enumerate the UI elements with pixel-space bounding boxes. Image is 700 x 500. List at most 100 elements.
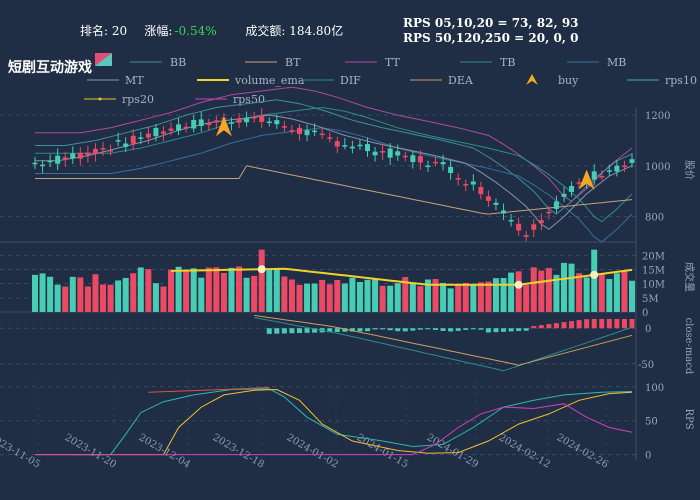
macd-bar [546,324,552,329]
rps20-line [35,388,633,456]
volume-bar [515,271,522,312]
macd-bar [508,328,514,332]
candle-body [281,126,287,128]
volume-bar [258,249,265,312]
macd-bar [553,323,559,329]
macd-bar [478,328,484,330]
macd-bar [606,318,612,329]
macd-bar [289,328,295,334]
macd-bar [501,328,507,332]
volume-bar [107,284,114,312]
macd-bar [365,328,371,332]
macd-bar [455,328,461,331]
macd-dif-line [254,317,633,372]
line-mt [35,114,633,230]
volume-tick-0: 0 [642,308,648,319]
volume-bar [530,267,537,312]
candle-body [206,122,212,126]
candle-body [160,131,166,134]
candle-body [372,151,378,156]
legend-dot-rps20 [98,97,102,101]
buy-marker-0 [215,116,232,137]
candle-body [614,165,620,172]
candle-body [213,120,219,123]
candle-body [402,155,408,158]
candle-body [508,219,514,222]
volume-bar [417,286,424,312]
macd-bar [327,328,333,333]
volume-bar [341,283,348,312]
legend-label-volume-ema: volume_ema [234,74,305,87]
macd-bar [357,328,363,332]
candle-body [470,181,476,185]
volume-bar [228,267,235,312]
candle-body [357,144,363,147]
candle-body [115,140,121,142]
candle-body [606,170,612,172]
candle-body [100,148,106,150]
volume-bar [440,282,447,312]
volume-bar [470,284,477,312]
price-tick-800: 800 [645,213,664,224]
price-tick-1000: 1000 [645,162,670,173]
volume-bar [100,284,107,312]
volume-bar [500,277,507,312]
volume-ema-marker-0 [257,265,266,274]
rps-line-long: RPS 50,120,250 = 20, 0, 0 [403,31,579,45]
x-tick-8: 2024-02-26 [555,432,610,470]
rps10-line [72,388,633,456]
legend-label-tt: TT [385,56,401,69]
volume-bar [334,279,341,312]
candle-body [448,166,454,174]
volume-bar [462,282,469,312]
x-tick-6: 2024-01-29 [425,432,480,470]
candle-body [591,171,597,180]
macd-bar [538,325,544,329]
volume-bar [39,273,46,312]
volume-bar [606,279,613,312]
macd-bar [629,318,635,329]
logo-icon-accent [95,53,112,66]
legend-label-dea: DEA [448,74,474,87]
line-tb [35,106,633,223]
volume-bar [485,281,492,312]
volume-bar [160,286,167,312]
legend-label-bb: BB [170,56,186,69]
candle-body [365,144,371,152]
macd-bar [266,328,272,334]
volume-bar [326,284,333,312]
candle-body [433,161,439,164]
price-axis-label: 股价 [683,160,695,180]
candle-body [40,164,46,167]
macd-bar [342,328,348,332]
candle-body [455,178,461,180]
volume-bar [236,266,243,312]
macd-bar [440,328,446,331]
legend-label-mt: MT [125,74,144,87]
volume-bar [545,268,552,312]
volume-bar [296,284,303,312]
macd-tick-0: 0 [645,324,651,335]
candle-body [425,165,431,168]
candle-body [569,186,575,193]
candle-body [478,187,484,195]
candle-body [327,137,333,139]
volume-bar [394,283,401,312]
rps50-line [35,403,633,456]
macd-bar [561,322,567,329]
volume-bar [387,285,394,312]
legend-buy-icon [526,74,538,85]
line-bb [35,99,633,215]
legend-label-rps20: rps20 [122,93,154,106]
volume-bar [69,276,76,312]
candle-body [176,124,182,131]
rps-top-line [148,387,270,393]
legend-label-mb: MB [607,56,626,69]
volume-bar [560,262,567,312]
volume-ema-marker-2 [590,270,599,279]
candle-body [395,151,401,156]
macd-bar [516,328,522,332]
volume-bar [243,277,250,312]
volume-bar [213,267,220,312]
